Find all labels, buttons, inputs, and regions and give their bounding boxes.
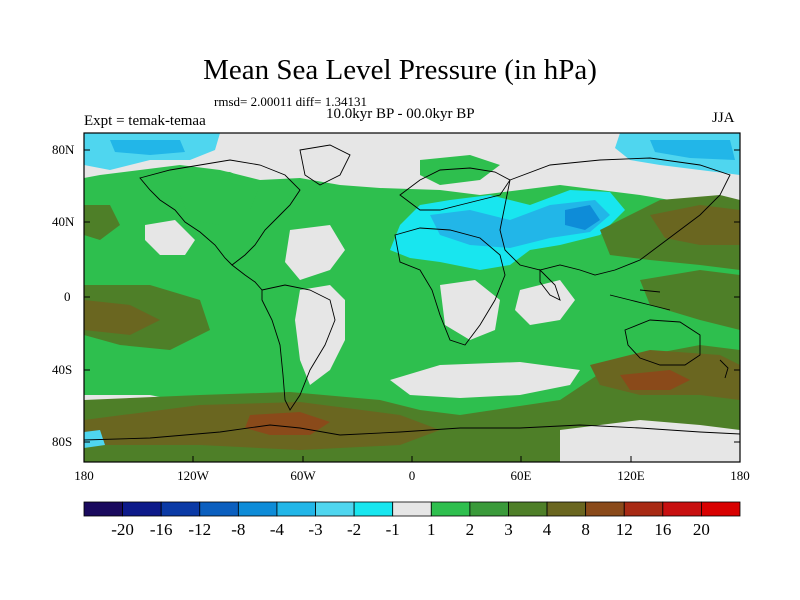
colorbar [83, 501, 741, 517]
field-northern-neutral [84, 133, 740, 205]
coast-asia [499, 157, 731, 276]
colorbar-label: 1 [427, 520, 436, 539]
field-arctic-cyan-east-core [650, 140, 735, 160]
coast-indonesia [609, 289, 671, 311]
colorbar-label: -4 [269, 520, 285, 539]
colorbar-label: 3 [504, 520, 513, 539]
field-antarctic-neutral [560, 420, 740, 462]
coast-south-america [261, 284, 336, 411]
lon-label: 0 [408, 468, 416, 483]
colorbar-swatch [237, 501, 278, 517]
colorbar-label: -16 [149, 520, 173, 539]
lon-label: 120E [617, 468, 645, 483]
field-africa-neutral [440, 280, 500, 340]
colorbar-swatch [160, 501, 201, 517]
colorbar-label: -12 [188, 520, 212, 539]
coastlines [84, 144, 740, 441]
map-panel [83, 132, 741, 463]
coast-india [539, 268, 561, 301]
colorbar-label: -1 [385, 520, 400, 539]
coast-central-america [231, 264, 263, 291]
colorbar-swatch [701, 501, 741, 517]
field-antarctic-cyan [84, 430, 105, 448]
colorbar-swatch [469, 501, 509, 517]
colorbar-swatch [623, 501, 664, 517]
field-pacific-neutral [145, 220, 195, 255]
experiment-label: Expt = temak-temaa [84, 113, 206, 129]
colorbar-label: 12 [615, 520, 633, 539]
colorbar-label: 16 [654, 520, 672, 539]
coast-antarctica [84, 424, 740, 441]
coast-europe [399, 167, 511, 211]
lat-label: 80S [52, 434, 73, 449]
axis-ticks [83, 149, 741, 462]
stats-line: rmsd= 2.00011 diff= 1.34131 [214, 94, 367, 109]
coast-north-america [139, 159, 301, 266]
colorbar-swatch [199, 501, 239, 517]
field-na-green [180, 170, 260, 225]
lon-label: 180 [74, 468, 94, 483]
coast-africa [394, 227, 506, 346]
field-southern-neutral-indian [390, 362, 580, 398]
field-south-rust-core-east [620, 370, 690, 390]
colorbar-swatch [392, 501, 432, 517]
colorbar-swatch [508, 501, 548, 517]
field-eurasia-deep-core [565, 205, 600, 230]
colorbar-swatch [276, 501, 316, 517]
field-indian-neutral [515, 280, 575, 325]
colorbar-swatch [122, 501, 162, 517]
period-label: 10.0kyr BP - 00.0kyr BP [326, 106, 475, 122]
lon-label: 120W [177, 468, 209, 483]
lon-label: 60W [290, 468, 316, 483]
lat-label: 40S [52, 362, 73, 377]
plot-title: Mean Sea Level Pressure (in hPa) [203, 54, 597, 86]
field-pacific-brown [84, 300, 160, 335]
colorbar-label: -2 [347, 520, 362, 539]
colorbar-swatch [315, 501, 355, 517]
field-atlantic-neutral-n [285, 225, 345, 280]
colorbar-label: 2 [465, 520, 475, 539]
colorbar-swatch [83, 501, 123, 517]
field-arctic-cyan-west-core [110, 140, 185, 155]
colorbar-swatch [585, 501, 625, 517]
field-westpac-olive [640, 270, 740, 330]
field-npac-brown [650, 205, 740, 245]
colorbar-swatch [546, 501, 587, 517]
lat-label: 0 [64, 289, 71, 304]
lat-label: 40N [52, 214, 75, 229]
colorbar-swatch [353, 501, 394, 517]
colorbar-label: -20 [111, 520, 134, 539]
field-natl-olive [84, 205, 120, 240]
lon-label: 180 [730, 468, 750, 483]
colorbar-label: 20 [692, 520, 710, 539]
colorbar-swatch [662, 501, 702, 517]
season-label: JJA [712, 110, 735, 126]
coast-australia [624, 319, 701, 366]
coast-new-zealand [719, 359, 729, 379]
colorbar-label: -3 [308, 520, 323, 539]
field-europe-green [420, 155, 500, 185]
coast-greenland [299, 144, 351, 186]
colorbar-label: -8 [231, 520, 246, 539]
lat-label: 80N [52, 142, 75, 157]
colorbar-label: 4 [542, 520, 552, 539]
colorbar-label: 8 [581, 520, 590, 539]
colorbar-swatch [430, 501, 471, 517]
lon-label: 60E [510, 468, 532, 483]
